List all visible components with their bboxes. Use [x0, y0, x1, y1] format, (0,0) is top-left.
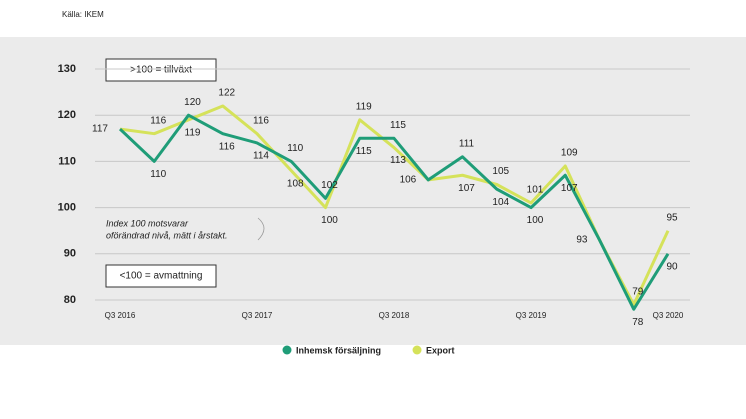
line	[119, 104, 670, 307]
value-label: 111	[459, 138, 475, 149]
annotation: <100 = avmattning	[120, 271, 203, 282]
value-label: 90	[666, 261, 678, 272]
legend-swatch	[412, 345, 422, 355]
value-label: 93	[576, 235, 588, 246]
annotation-box	[105, 264, 217, 288]
note: oförändrad nivå, mätt i årstakt.	[106, 230, 228, 240]
value-label: 109	[561, 148, 578, 159]
y-tick-label: 130	[58, 63, 76, 75]
value-label: 115	[390, 120, 406, 131]
value-label: 78	[632, 317, 644, 328]
x-tick-label: Q3 2019	[516, 311, 547, 320]
panel	[0, 37, 746, 345]
x-tick-label: Q3 2016	[105, 311, 136, 320]
value-label: 105	[492, 166, 509, 177]
y-tick-label: 110	[58, 155, 76, 167]
source: Källa: IKEM	[62, 10, 104, 19]
value-label: 116	[253, 115, 269, 126]
value-label: 110	[287, 143, 303, 154]
x-tick-label: Q3 2018	[379, 311, 410, 320]
value-label: 107	[561, 183, 578, 194]
legend-label: Export	[426, 345, 455, 355]
y-tick-label: 90	[64, 248, 76, 260]
annotation-box	[105, 58, 217, 82]
value-label: 114	[253, 151, 269, 162]
line	[118, 113, 670, 311]
value-label: 120	[184, 97, 201, 108]
value-label: 104	[492, 197, 509, 208]
x-tick-label: Q3 2017	[242, 311, 273, 320]
value-label: 100	[527, 215, 544, 226]
value-label: 122	[218, 88, 235, 99]
value-label: 119	[185, 127, 201, 138]
value-label: 106	[400, 175, 417, 186]
y-tick-label: 100	[58, 202, 76, 214]
value-label: 119	[356, 101, 372, 112]
note: Index 100 motsvarar	[106, 218, 189, 228]
value-label: 95	[666, 212, 678, 223]
value-label: 116	[219, 141, 235, 152]
note-arrow	[257, 217, 265, 241]
annotation: >100 = tillväxt	[130, 65, 192, 76]
y-tick-label: 80	[64, 294, 76, 306]
value-label: 110	[150, 169, 166, 180]
value-label: 115	[356, 146, 372, 157]
legend-swatch	[282, 345, 292, 355]
value-label: 108	[287, 178, 304, 189]
value-label: 113	[390, 155, 406, 166]
value-label: 107	[458, 183, 475, 194]
value-label: 101	[527, 185, 544, 196]
value-label: 116	[150, 115, 166, 126]
value-label: 100	[321, 215, 338, 226]
legend-label: Inhemsk försäljning	[296, 345, 381, 355]
y-tick-label: 120	[58, 109, 76, 121]
value-label: 102	[321, 180, 338, 191]
x-tick-label: Q3 2020	[653, 311, 684, 320]
value-label: 79	[632, 286, 644, 297]
value-label: 117	[92, 124, 108, 135]
